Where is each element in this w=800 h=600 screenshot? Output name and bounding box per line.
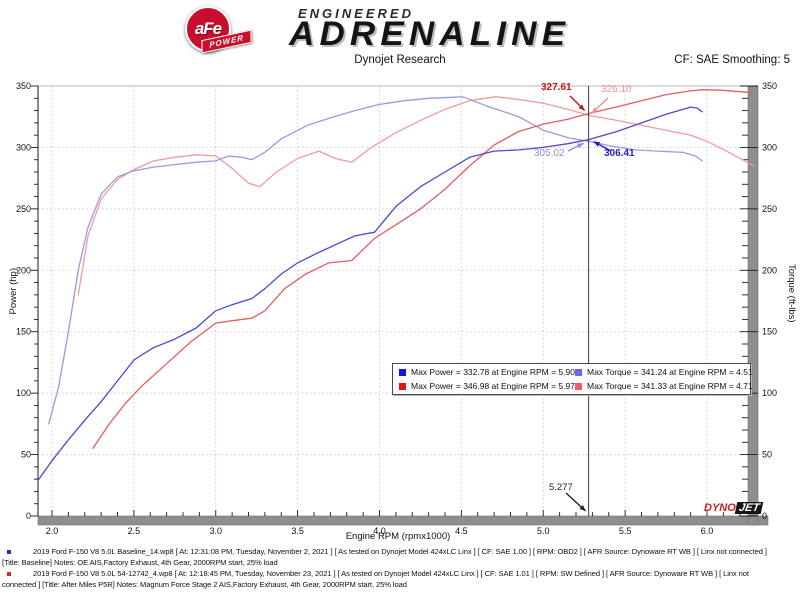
run2-bullet-icon: [7, 572, 11, 576]
dynojet-logo-jet: JET: [734, 502, 764, 514]
cursor-value-baseline-power: 306.41: [604, 148, 635, 159]
after-power-swatch: [399, 383, 406, 390]
tick-label: 6.0: [701, 526, 714, 536]
curve-after-torque: [77, 96, 755, 296]
brand-adrenaline-text: ADRENALINE: [289, 15, 571, 53]
run1-bullet-icon: [7, 550, 11, 554]
tick-label: 50: [21, 450, 31, 460]
tick-label: 2.0: [46, 526, 59, 536]
tick-label: 50: [762, 450, 772, 460]
legend-baseline-torque-label: Max Torque = 341.24 at Engine RPM = 4.51: [587, 367, 753, 377]
tick-label: 0: [762, 511, 767, 521]
legend-baseline-power: Max Power = 332.78 at Engine RPM = 5.90: [399, 365, 575, 379]
torque-axis-title: Torque (ft-lbs): [786, 264, 797, 323]
brand-engineered-text: ENGINEERED: [298, 6, 414, 21]
run2-description-line1: 2019 Ford F-150 V8 5.0L 54-12742_4.wp8 […: [33, 569, 749, 578]
tick-label: 250: [16, 204, 31, 214]
tick-label: 150: [16, 327, 31, 337]
tick-label: 5.0: [537, 526, 550, 536]
legend-after-torque-label: Max Torque = 341.33 at Engine RPM = 4.71: [587, 381, 753, 391]
legend-after-power: Max Power = 346.98 at Engine RPM = 5.97: [399, 379, 575, 393]
correction-smoothing-label: CF: SAE Smoothing: 5: [674, 54, 790, 66]
rpm-axis-title: Engine RPM (rpmx1000): [345, 531, 451, 542]
tick-label: 0: [26, 511, 31, 521]
after-torque-swatch: [575, 383, 582, 390]
tick-label: 3.5: [291, 526, 304, 536]
tick-label: 100: [762, 388, 777, 398]
afe-brand-logo: aFe POWER ENGINEERED ADRENALINE: [185, 4, 605, 54]
tick-label: 200: [16, 265, 31, 275]
run2-description-line2: connected ] [Title: After Miles P5R] Not…: [2, 580, 407, 589]
chart-title: Dynojet Research: [354, 54, 446, 66]
tick-label: 300: [16, 142, 31, 152]
tick-label: 4.5: [455, 526, 468, 536]
curve-after-power: [92, 89, 755, 450]
dynojet-logo: DYNO JET: [704, 502, 764, 514]
cursor-rpm-label: 5.277: [549, 482, 573, 493]
tick-label: 150: [762, 327, 777, 337]
tick-label: 4.0: [373, 526, 386, 536]
legend-baseline-power-label: Max Power = 332.78 at Engine RPM = 5.90: [411, 367, 575, 377]
legend-row-baseline: Max Power = 332.78 at Engine RPM = 5.90 …: [393, 365, 753, 379]
run1-description-line2: [Title: Baseline] Notes: OE AIS,Factory …: [2, 558, 278, 567]
tick-label: 3.0: [209, 526, 222, 536]
dynojet-logo-dyno: DYNO: [704, 502, 736, 514]
dyno-curves: [38, 89, 755, 480]
axis-ticks: [31, 85, 758, 517]
cursor-value-after-power: 327.61: [541, 82, 572, 93]
annotation-arrows: [565, 95, 612, 512]
tick-label: 5.5: [619, 526, 632, 536]
tick-label: 350: [16, 81, 31, 91]
cursor-value-baseline-torque: 305.02: [534, 148, 565, 159]
tick-label: 2.5: [128, 526, 141, 536]
baseline-power-swatch: [399, 369, 406, 376]
tick-label: 250: [762, 204, 777, 214]
power-axis-title: Power (hp): [8, 268, 19, 315]
tick-label: 350: [762, 81, 777, 91]
tick-label: 200: [762, 265, 777, 275]
tick-label: 100: [16, 388, 31, 398]
axes: [37, 85, 769, 526]
curve-baseline-power: [38, 106, 703, 480]
legend-after-power-label: Max Power = 346.98 at Engine RPM = 5.97: [411, 381, 575, 391]
max-values-legend: Max Power = 332.78 at Engine RPM = 5.90 …: [392, 363, 753, 395]
afe-badge-text: aFe: [194, 19, 222, 38]
legend-after-torque: Max Torque = 341.33 at Engine RPM = 4.71: [575, 379, 753, 393]
tick-labels: 0 0 50 50 100 100 150 150 200 200 250 250 300 300 350 3…: [16, 81, 777, 536]
baseline-torque-swatch: [575, 369, 582, 376]
legend-row-after: Max Power = 346.98 at Engine RPM = 5.97 …: [393, 379, 753, 393]
cursor-value-after-torque: 326.10: [601, 84, 632, 95]
run1-description-line1: 2019 Ford F-150 V8 5.0L Baseline_14.wp8 …: [33, 547, 767, 556]
legend-baseline-torque: Max Torque = 341.24 at Engine RPM = 4.51: [575, 365, 753, 379]
tick-label: 300: [762, 142, 777, 152]
